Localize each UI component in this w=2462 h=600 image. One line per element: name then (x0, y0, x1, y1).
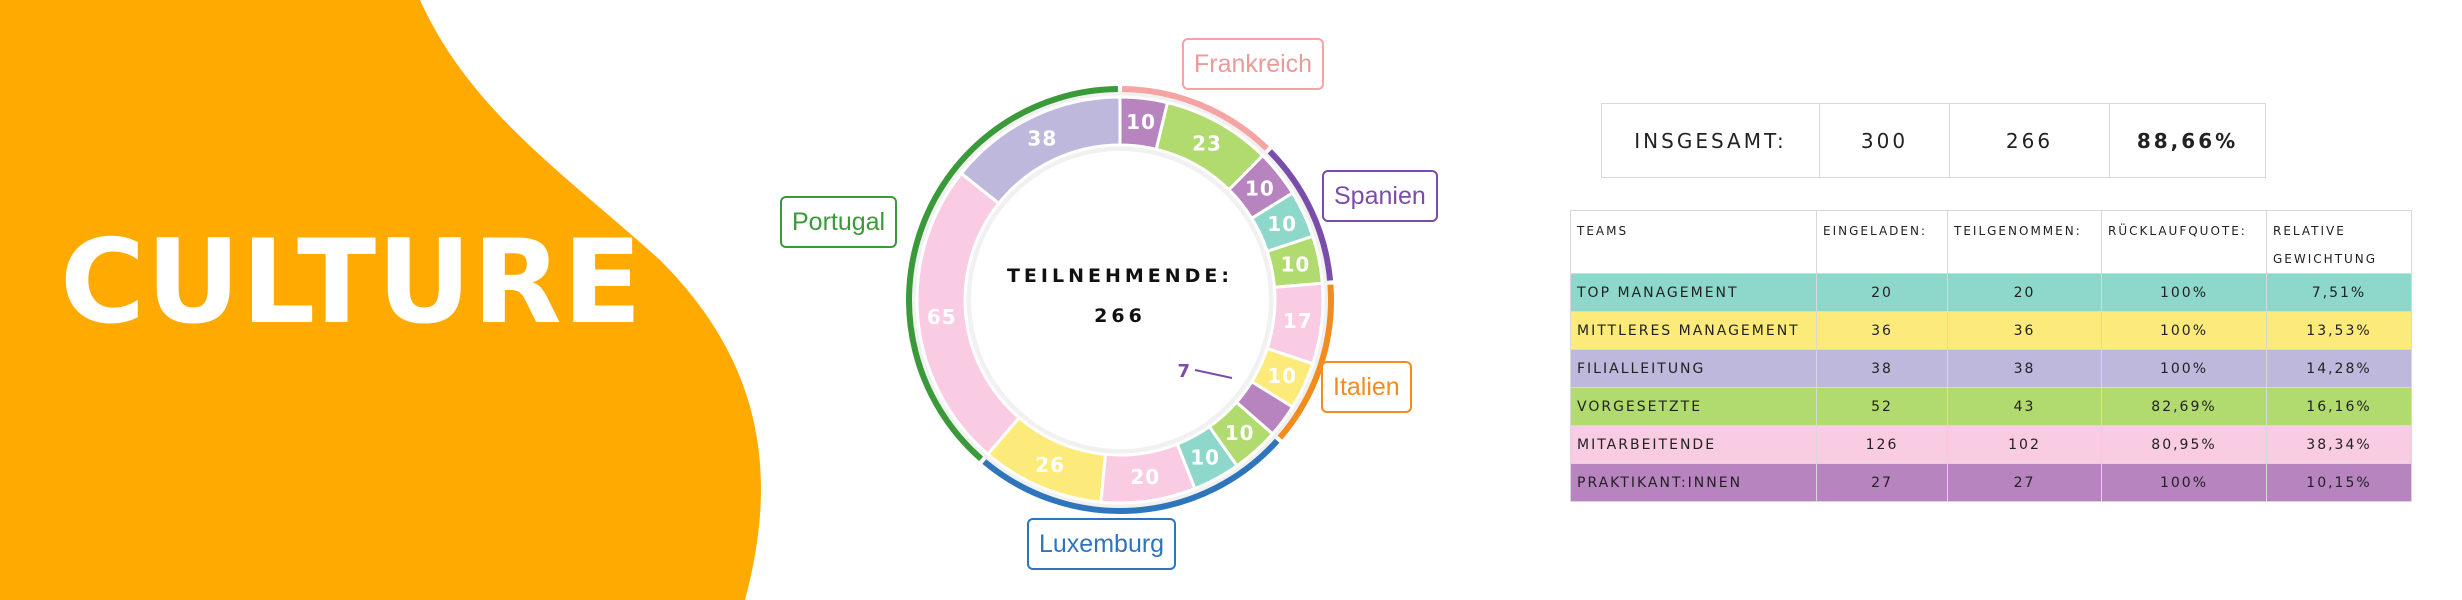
donut-center-value: 266 (1094, 305, 1146, 327)
segment-value-label: 65 (927, 305, 957, 329)
team-rate: 100% (2101, 349, 2267, 388)
region-label-portugal: Portugal (780, 196, 898, 248)
segment-value-label: 38 (1027, 127, 1057, 151)
segment-value-label: 10 (1190, 445, 1220, 469)
region-ring (1122, 86, 1269, 151)
summary-table: INSGESAMT: 300 266 88,66% (1601, 103, 2266, 178)
teams-table: TEAMS EINGELADEN: TEILGENOMMEN: RÜCKLAUF… (1570, 210, 2412, 502)
segment-value-label: 20 (1130, 465, 1160, 489)
team-weight: 13,53% (2266, 311, 2412, 350)
segment-value-label: 23 (1192, 132, 1222, 156)
team-weight: 10,15% (2266, 463, 2412, 502)
column-header-weight: RELATIVE GEWICHTUNG (2266, 210, 2412, 274)
team-name: MITARBEITENDE (1570, 425, 1817, 464)
team-invited: 27 (1816, 463, 1948, 502)
column-header-invited: EINGELADEN: (1816, 210, 1948, 274)
segment-value-label: 17 (1283, 309, 1313, 333)
team-name: PRAKTIKANT:INNEN (1570, 463, 1817, 502)
segment-value-label: 10 (1126, 110, 1156, 134)
team-name: VORGESETZTE (1570, 387, 1817, 426)
region-label-frankreich: Frankreich (1182, 38, 1325, 90)
table-row: MITTLERES MANAGEMENT 36 36 100% 13,53% (1570, 311, 2412, 350)
banner-shape (0, 0, 761, 600)
team-weight: 16,16% (2266, 387, 2412, 426)
team-weight: 7,51% (2266, 273, 2412, 312)
segment-value-label: 10 (1280, 252, 1310, 276)
summary-label: INSGESAMT: (1602, 104, 1820, 177)
summary-participated: 266 (1950, 104, 2110, 177)
team-rate: 82,69% (2101, 387, 2267, 426)
team-weight: 38,34% (2266, 425, 2412, 464)
column-header-rate: RÜCKLAUFQUOTE: (2101, 210, 2267, 274)
team-invited: 20 (1816, 273, 1948, 312)
team-rate: 100% (2101, 463, 2267, 502)
segment-value-label: 10 (1245, 176, 1275, 200)
team-name: FILIALLEITUNG (1570, 349, 1817, 388)
region-label-spanien: Spanien (1322, 170, 1438, 222)
team-participated: 27 (1947, 463, 2102, 502)
small-segment-leader-line (1194, 369, 1233, 379)
team-rate: 100% (2101, 273, 2267, 312)
column-header-participated: TEILGENOMMEN: (1947, 210, 2102, 274)
team-name: TOP MANAGEMENT (1570, 273, 1817, 312)
team-participated: 36 (1947, 311, 2102, 350)
table-row: FILIALLEITUNG 38 38 100% 14,28% (1570, 349, 2412, 388)
region-ring (1277, 284, 1334, 440)
segment-value-label: 26 (1035, 453, 1065, 477)
page-title: CULTURE (60, 215, 643, 350)
donut-segment (959, 95, 1122, 206)
column-header-teams: TEAMS (1570, 210, 1817, 274)
region-label-luxemburg: Luxemburg (1027, 518, 1177, 570)
table-row: TOP MANAGEMENT 20 20 100% 7,51% (1570, 273, 2412, 312)
table-row: MITARBEITENDE 126 102 80,95% 38,34% (1570, 425, 2412, 464)
team-invited: 36 (1816, 311, 1948, 350)
table-row: PRAKTIKANT:INNEN 27 27 100% 10,15% (1570, 463, 2412, 502)
team-rate: 100% (2101, 311, 2267, 350)
team-name: MITTLERES MANAGEMENT (1570, 311, 1817, 350)
segment-value-label: 10 (1225, 421, 1255, 445)
table-row: VORGESETZTE 52 43 82,69% 16,16% (1570, 387, 2412, 426)
summary-invited: 300 (1820, 104, 1950, 177)
team-participated: 20 (1947, 273, 2102, 312)
team-weight: 14,28% (2266, 349, 2412, 388)
team-invited: 126 (1816, 425, 1948, 464)
donut-region-rings (906, 86, 1334, 514)
segment-value-label: 10 (1267, 364, 1297, 388)
segment-value-label: 7 (1177, 361, 1190, 382)
donut-center-label: TEILNEHMENDE: (1007, 265, 1233, 287)
team-participated: 102 (1947, 425, 2102, 464)
team-participated: 38 (1947, 349, 2102, 388)
team-invited: 38 (1816, 349, 1948, 388)
team-invited: 52 (1816, 387, 1948, 426)
region-ring (1267, 149, 1334, 281)
region-ring (906, 86, 1118, 462)
donut-segments (911, 91, 1329, 509)
region-ring (982, 438, 1280, 514)
team-participated: 43 (1947, 387, 2102, 426)
team-rate: 80,95% (2101, 425, 2267, 464)
region-label-italien: Italien (1321, 361, 1412, 413)
summary-rate: 88,66% (2136, 128, 2239, 153)
segment-value-label: 10 (1267, 212, 1297, 236)
